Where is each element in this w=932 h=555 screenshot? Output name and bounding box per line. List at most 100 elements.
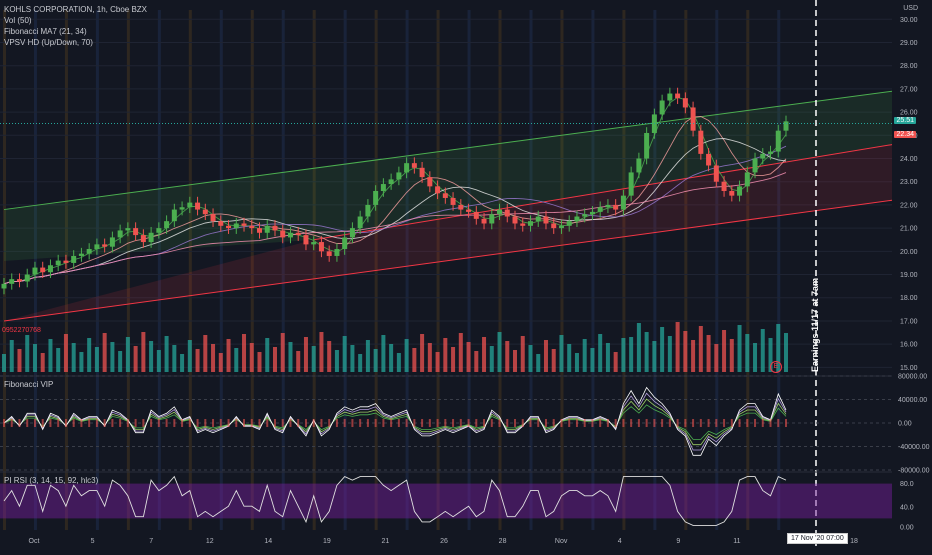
price-axis-tick: 24.00 — [900, 156, 918, 163]
vip-histogram-bar — [49, 419, 52, 427]
candle-body — [760, 153, 766, 159]
candle-body — [233, 223, 239, 229]
volume-bar — [528, 345, 533, 372]
volume-bar — [296, 351, 301, 372]
volume-bar — [218, 353, 223, 372]
candle-body — [78, 253, 84, 256]
vip-histogram-bar — [212, 419, 215, 427]
candle-body — [458, 204, 464, 210]
candle-body — [349, 228, 355, 238]
time-axis-tick: 4 — [618, 538, 622, 545]
vip-histogram-bar — [26, 419, 29, 427]
volume-bar — [373, 349, 378, 372]
volume-bar — [536, 354, 541, 372]
crosshair-time-tag: 17 Nov '20 07:00 — [787, 533, 848, 544]
vip-histogram-bar — [428, 419, 431, 427]
time-axis-tick: 9 — [676, 538, 680, 545]
candle-body — [667, 93, 673, 101]
vip-histogram-bar — [304, 419, 307, 427]
legend-volume[interactable]: Vol (50) — [4, 16, 32, 25]
candle-body — [40, 267, 46, 273]
candle-body — [365, 204, 371, 217]
legend-fib-ma[interactable]: Fibonacci MA7 (21, 34) — [4, 27, 87, 36]
volume-bar — [691, 340, 696, 372]
candle-body — [435, 186, 441, 194]
candle-body — [1, 283, 7, 289]
vip-histogram-bar — [390, 419, 393, 427]
chart-legend: KOHLS CORPORATION, 1h, Cboe BZX Vol (50)… — [4, 4, 147, 48]
volume-bar — [389, 344, 394, 372]
vip-histogram-bar — [630, 419, 633, 427]
volume-bar — [94, 347, 99, 372]
volume-bar — [40, 353, 45, 372]
time-axis-tick: 7 — [149, 538, 153, 545]
vip-histogram-bar — [204, 419, 207, 427]
time-axis-tick: 28 — [499, 538, 507, 545]
volume-bar — [489, 346, 494, 372]
candle-body — [442, 193, 448, 198]
vip-histogram-bar — [80, 419, 83, 427]
vip-histogram-bar — [514, 419, 517, 427]
volume-bar — [102, 333, 107, 372]
vip-histogram-bar — [754, 419, 757, 427]
volume-bar — [25, 335, 30, 372]
session-band — [126, 10, 130, 530]
legend-symbol[interactable]: KOHLS CORPORATION, 1h, Cboe BZX — [4, 5, 148, 14]
candle-body — [303, 235, 309, 245]
vip-histogram-bar — [452, 419, 455, 427]
vip-histogram-bar — [738, 419, 741, 427]
volume-bar — [156, 350, 161, 372]
rsi-pane-label[interactable]: PI RSI (3, 14, 15, 92, hlc3) — [4, 476, 99, 485]
price-axis-tick: 19.00 — [900, 272, 918, 279]
vip-histogram-bar — [591, 419, 594, 427]
rsi-axis-tick: 80.0 — [900, 481, 914, 488]
legend-vpsv[interactable]: VPSV HD (Up/Down, 70) — [4, 38, 93, 47]
session-band — [529, 10, 533, 530]
vip-pane-label[interactable]: Fibonacci VIP — [4, 380, 54, 389]
volume-bar — [242, 334, 247, 372]
vip-histogram-bar — [351, 419, 354, 427]
candle-body — [140, 235, 146, 243]
rsi-band — [0, 483, 892, 519]
channel-upper-line — [3, 90, 893, 211]
vip-histogram-bar — [421, 419, 424, 427]
candle-body — [473, 211, 479, 219]
volume-bar — [590, 348, 595, 372]
candle-body — [520, 223, 526, 226]
session-band — [405, 10, 409, 530]
session-band — [777, 10, 781, 530]
vip-histogram-bar — [622, 419, 625, 427]
candle-body — [605, 204, 611, 208]
vip-histogram-bar — [599, 419, 602, 427]
price-axis-tick: 23.00 — [900, 179, 918, 186]
vip-histogram-bar — [645, 419, 648, 427]
vip-histogram-bar — [343, 419, 346, 427]
vip-histogram-bar — [715, 419, 718, 427]
candle-body — [744, 172, 750, 187]
volume-bar — [172, 345, 177, 372]
moving-average-line — [3, 138, 787, 285]
volume-bar — [334, 350, 339, 372]
time-axis-tick: 26 — [440, 538, 448, 545]
candle-body — [636, 158, 642, 173]
volume-bar — [714, 344, 719, 372]
vip-histogram-bar — [521, 419, 524, 427]
volume-bar — [9, 340, 14, 372]
vip-histogram-bar — [235, 419, 238, 427]
candle-body — [768, 151, 774, 154]
second-price-tag: 22.34 — [894, 131, 916, 138]
candle-body — [589, 211, 595, 215]
vip-histogram-bar — [273, 419, 276, 427]
candle-body — [706, 153, 712, 166]
earnings-badge[interactable]: E — [770, 361, 782, 373]
time-axis-tick: Nov — [555, 538, 568, 545]
vip-histogram-bar — [33, 419, 36, 427]
candle-body — [682, 98, 688, 108]
candle-body — [721, 181, 727, 191]
volume-bar — [327, 341, 332, 372]
candle-body — [249, 225, 255, 229]
time-axis-tick: 11 — [733, 538, 740, 545]
candle-body — [187, 202, 193, 208]
